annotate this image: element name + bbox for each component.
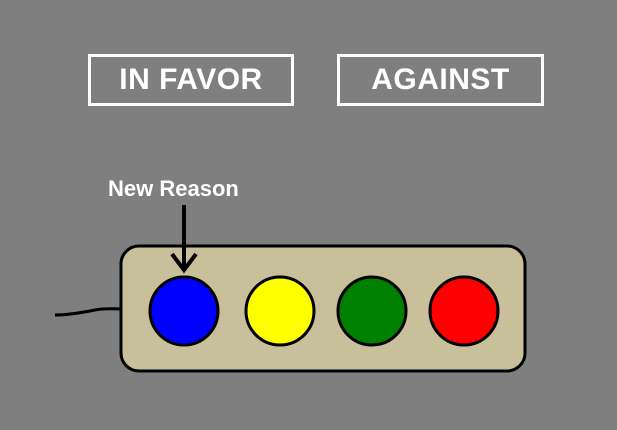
in-favor-text: IN FAVOR	[119, 63, 263, 96]
blue-light	[148, 275, 220, 347]
new-reason-arrow	[170, 205, 198, 274]
against-text: AGAINST	[371, 63, 510, 96]
power-cable	[54, 307, 125, 317]
light-panel	[119, 244, 527, 373]
green-light	[336, 275, 408, 347]
new-reason-label: New Reason	[108, 176, 239, 201]
red-light	[428, 275, 500, 347]
against-label: AGAINST	[337, 54, 544, 106]
in-favor-label: IN FAVOR	[88, 54, 294, 106]
yellow-light	[244, 275, 316, 347]
